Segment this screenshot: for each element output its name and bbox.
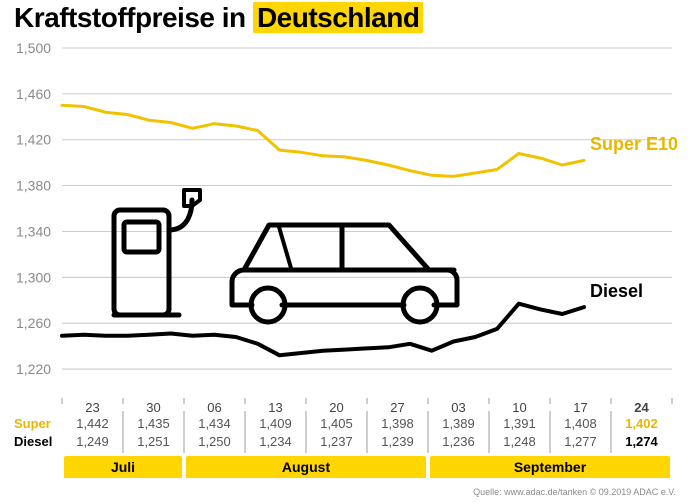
price-chart: 1,500 1,460 1,420 1,380 1,340 1,300 1,260 1,220… [14, 40, 676, 400]
series-label-diesel: Diesel [590, 281, 643, 302]
week-date: 17 [573, 400, 587, 415]
pump-car-icon [114, 190, 457, 322]
series-line [62, 105, 584, 176]
row-label: Super [14, 416, 51, 431]
price-cell: 1,435 [137, 416, 170, 431]
y-tick-label: 1,220 [16, 361, 51, 377]
price-cell: 1,248 [503, 434, 536, 449]
y-tick-label: 1,300 [16, 269, 51, 285]
week-date: 27 [390, 400, 404, 415]
week-date: 13 [268, 400, 282, 415]
y-tick-label: 1,500 [16, 40, 51, 56]
source-attribution: Quelle: www.adac.de/tanken © 09.2019 ADA… [473, 487, 676, 497]
price-cell: 1,398 [381, 416, 414, 431]
month-segment: September [430, 456, 670, 478]
months-row: JuliAugustSeptember [14, 456, 676, 478]
title-text-pre: Kraftstoffpreise in [14, 2, 253, 33]
fuel-price-infographic: { "title": { "pre": "Kraftstoffpreise in… [0, 0, 696, 502]
week-date: 06 [207, 400, 221, 415]
price-cell: 1,237 [320, 434, 353, 449]
week-date: 23 [85, 400, 99, 415]
chart-title: Kraftstoffpreise in Deutschland [14, 2, 423, 34]
week-date: 30 [146, 400, 160, 415]
title-highlight: Deutschland [253, 2, 424, 33]
price-cell: 1,442 [76, 416, 109, 431]
price-cell: 1,249 [76, 434, 109, 449]
week-date: 24 [634, 400, 649, 415]
y-tick-label: 1,340 [16, 223, 51, 239]
price-cell: 1,251 [137, 434, 170, 449]
y-tick-label: 1,380 [16, 178, 51, 194]
series-line [62, 304, 584, 356]
week-date: 03 [451, 400, 465, 415]
y-tick-label: 1,420 [16, 132, 51, 148]
y-tick-label: 1,460 [16, 86, 51, 102]
price-cell: 1,239 [381, 434, 414, 449]
price-cell: 1,234 [259, 434, 292, 449]
price-cell: 1,409 [259, 416, 292, 431]
price-cell: 1,402 [625, 416, 658, 431]
price-cell: 1,405 [320, 416, 353, 431]
price-cell: 1,434 [198, 416, 231, 431]
price-cell: 1,391 [503, 416, 536, 431]
row-label: Diesel [14, 434, 52, 449]
data-table: 23 30 06 13 20 27 03 10 17 24 Super 1,442 1,435 1,434… [14, 398, 676, 478]
price-cell: 1,236 [442, 434, 475, 449]
month-segment: August [186, 456, 426, 478]
price-cell: 1,389 [442, 416, 475, 431]
price-cell: 1,277 [564, 434, 597, 449]
series-label-super-e10: Super E10 [590, 134, 678, 155]
week-date: 10 [512, 400, 526, 415]
y-tick-label: 1,260 [16, 315, 51, 331]
price-cell: 1,250 [198, 434, 231, 449]
price-cell: 1,274 [625, 434, 658, 449]
price-cell: 1,408 [564, 416, 597, 431]
week-date: 20 [329, 400, 343, 415]
month-segment: Juli [64, 456, 182, 478]
